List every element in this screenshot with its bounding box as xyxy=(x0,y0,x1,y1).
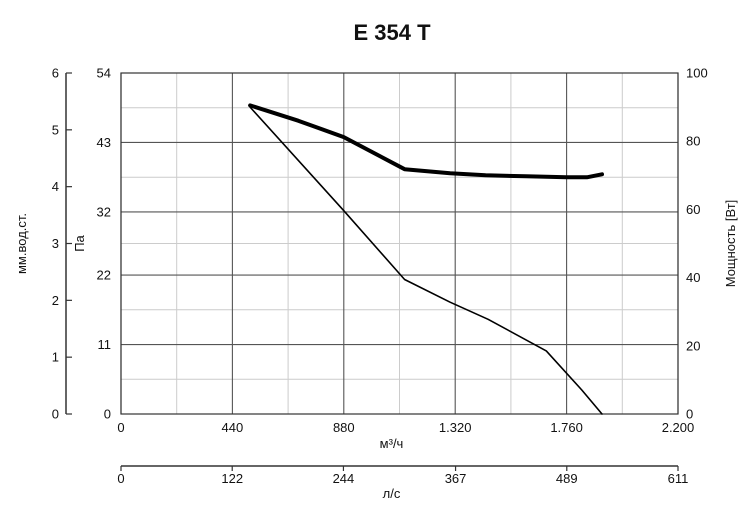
ls-axis-title: л/с xyxy=(383,486,401,501)
power-axis-ticks: 0 20 40 60 80 100 xyxy=(686,66,708,422)
mm-tick-label: 4 xyxy=(52,179,59,194)
power-tick-label: 20 xyxy=(686,338,700,353)
series-layer xyxy=(248,103,604,415)
plot-frame xyxy=(120,72,679,415)
mm-tick-label: 6 xyxy=(52,66,59,81)
x-axis-title: м³/ч xyxy=(380,436,404,451)
x-axis-ticks: 0 440 880 1.320 1.760 2.200 xyxy=(117,420,694,435)
mm-tick-label: 3 xyxy=(52,236,59,251)
ls-tick-label: 611 xyxy=(668,471,689,486)
power-tick-label: 80 xyxy=(686,134,700,149)
x-tick-label: 880 xyxy=(333,420,355,435)
mm-tick-label: 1 xyxy=(52,350,59,365)
x-tick-label: 440 xyxy=(222,420,244,435)
pa-tick-label: 54 xyxy=(97,66,111,81)
mm-axis-ticks: 0 1 2 3 4 5 6 xyxy=(52,66,72,422)
x-tick-label: 1.760 xyxy=(550,420,583,435)
power-curve xyxy=(248,103,604,180)
pa-tick-label: 0 xyxy=(104,407,111,422)
mm-axis-title: мм.вод.ст. xyxy=(14,213,29,274)
ls-tick-label: 367 xyxy=(445,471,467,486)
pa-axis-ticks: 0 11 22 32 43 54 xyxy=(97,66,111,422)
power-axis-title: Мощность [Вт] xyxy=(723,200,738,288)
pa-tick-label: 22 xyxy=(97,268,111,283)
power-tick-label: 60 xyxy=(686,202,700,217)
power-tick-label: 0 xyxy=(686,407,693,422)
mm-tick-label: 0 xyxy=(52,407,59,422)
x-tick-label: 0 xyxy=(117,420,124,435)
chart-title: E 354 T xyxy=(353,20,431,45)
ls-tick-label: 122 xyxy=(221,471,243,486)
ls-tick-label: 0 xyxy=(117,471,124,486)
pa-axis-title: Па xyxy=(72,234,87,251)
ls-axis-ticks: 0 122 244 367 489 611 xyxy=(117,466,688,486)
power-tick-label: 100 xyxy=(686,66,708,81)
x-tick-label: 2.200 xyxy=(662,420,695,435)
pa-tick-label: 43 xyxy=(97,135,111,150)
power-tick-label: 40 xyxy=(686,270,700,285)
pa-tick-label: 32 xyxy=(97,204,111,219)
ls-tick-label: 244 xyxy=(333,471,355,486)
mm-tick-label: 2 xyxy=(52,293,59,308)
minor-grid xyxy=(121,73,678,414)
pa-tick-label: 11 xyxy=(98,337,112,352)
ls-tick-label: 489 xyxy=(556,471,578,486)
mm-tick-label: 5 xyxy=(52,122,59,137)
x-tick-label: 1.320 xyxy=(439,420,472,435)
pressure-curve xyxy=(249,106,603,415)
